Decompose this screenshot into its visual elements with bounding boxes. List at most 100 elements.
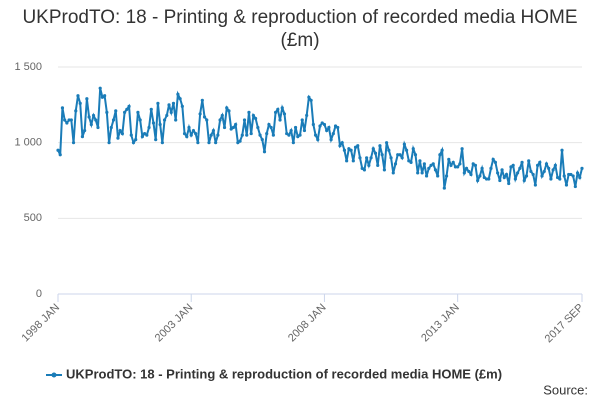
point xyxy=(433,168,438,172)
point xyxy=(322,122,327,127)
point xyxy=(365,156,369,160)
chart-title: UKProdTO: 18 - Printing & reproduction o… xyxy=(22,7,578,51)
x-tick-label: 1998 JAN xyxy=(20,302,63,345)
point xyxy=(158,122,162,127)
point xyxy=(573,184,577,189)
point xyxy=(238,139,242,143)
point xyxy=(83,128,87,133)
point xyxy=(580,166,584,170)
point xyxy=(251,113,255,118)
y-tick-label: 0 xyxy=(36,288,42,300)
point xyxy=(182,131,187,136)
point xyxy=(542,169,546,174)
point xyxy=(378,144,382,148)
point xyxy=(169,110,173,114)
point xyxy=(187,125,191,130)
point xyxy=(225,106,229,110)
point xyxy=(369,156,373,160)
point xyxy=(96,125,100,130)
point xyxy=(271,133,275,137)
point xyxy=(151,121,156,125)
point xyxy=(67,118,71,122)
point xyxy=(56,148,60,152)
point xyxy=(227,109,231,113)
point xyxy=(231,125,236,130)
point xyxy=(562,174,566,178)
point xyxy=(316,138,320,142)
point xyxy=(464,166,469,170)
point xyxy=(78,101,82,105)
point xyxy=(291,141,295,145)
point xyxy=(491,157,495,161)
point xyxy=(189,133,193,137)
point xyxy=(549,177,553,181)
point xyxy=(416,171,420,175)
point xyxy=(520,160,524,164)
point xyxy=(138,118,142,122)
point xyxy=(478,174,482,178)
point xyxy=(145,133,149,137)
point xyxy=(396,153,400,157)
point xyxy=(222,125,227,130)
point xyxy=(331,131,335,136)
point xyxy=(513,177,517,181)
point xyxy=(287,133,291,137)
point xyxy=(260,138,264,142)
point xyxy=(129,133,133,137)
point xyxy=(318,124,322,128)
point xyxy=(538,160,542,164)
point xyxy=(462,171,466,175)
point xyxy=(109,125,113,130)
point xyxy=(413,153,418,157)
y-tick-label: 1 000 xyxy=(14,137,42,149)
y-tick-label: 1 500 xyxy=(14,61,42,73)
point xyxy=(194,131,198,136)
point xyxy=(65,121,69,125)
point xyxy=(467,169,471,174)
point xyxy=(420,171,424,175)
point xyxy=(111,118,116,122)
point xyxy=(87,115,91,119)
point xyxy=(449,163,453,167)
point xyxy=(487,177,491,181)
point xyxy=(558,177,562,181)
point xyxy=(362,168,367,172)
point xyxy=(411,147,415,151)
point xyxy=(58,153,62,157)
point xyxy=(376,163,380,167)
point xyxy=(69,118,73,122)
point xyxy=(214,141,218,145)
point xyxy=(535,163,540,167)
point xyxy=(134,138,138,142)
point xyxy=(218,118,222,122)
point xyxy=(63,118,67,122)
point xyxy=(498,178,502,183)
y-tick-label: 500 xyxy=(24,212,42,224)
point xyxy=(527,159,531,163)
point xyxy=(516,171,520,175)
point xyxy=(167,103,171,107)
point xyxy=(564,183,569,187)
point xyxy=(371,147,375,151)
point xyxy=(547,166,551,170)
point xyxy=(293,125,298,130)
point xyxy=(575,171,580,175)
point xyxy=(447,157,451,161)
point xyxy=(91,113,96,118)
point xyxy=(358,156,362,160)
point xyxy=(298,133,302,137)
point xyxy=(567,172,571,177)
point xyxy=(444,174,449,178)
point xyxy=(149,107,153,111)
point xyxy=(107,141,111,145)
point xyxy=(504,172,509,177)
point xyxy=(387,148,391,152)
point xyxy=(440,148,444,152)
point xyxy=(418,159,422,163)
point xyxy=(98,86,102,90)
point xyxy=(456,165,460,169)
point xyxy=(524,174,529,178)
point xyxy=(305,113,309,118)
point xyxy=(207,141,211,145)
